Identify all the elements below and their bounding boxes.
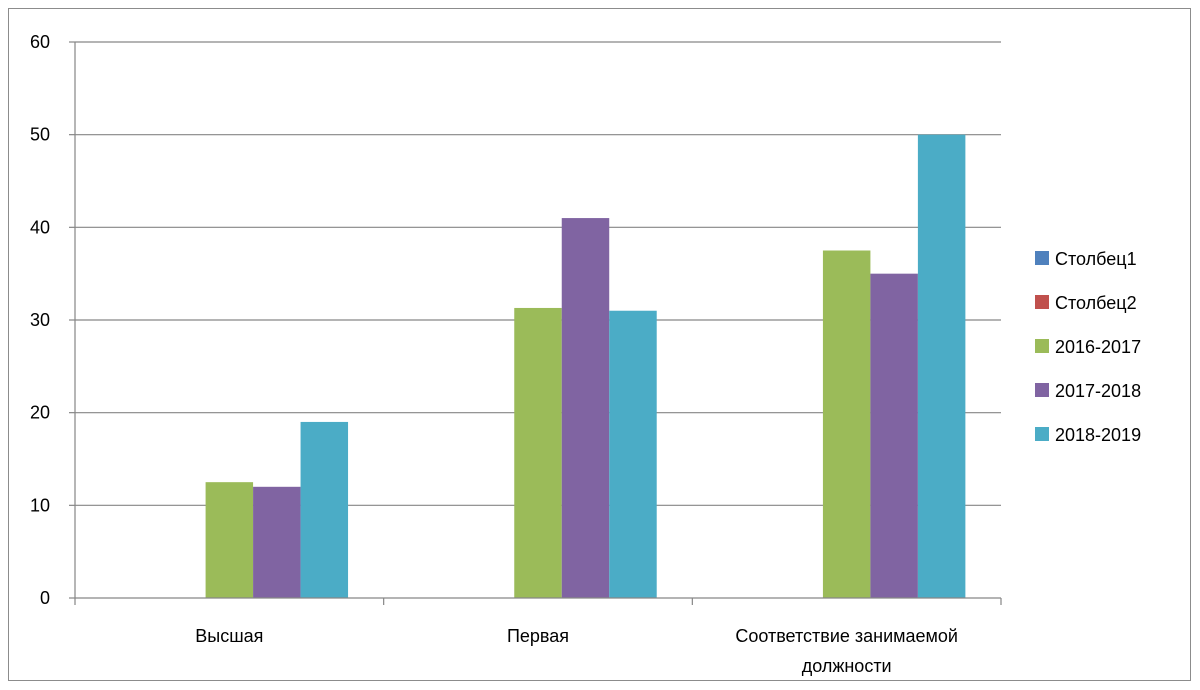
legend-swatch <box>1035 383 1049 397</box>
bars <box>205 134 966 599</box>
legend-swatch <box>1035 295 1049 309</box>
bar-2017-2018-0 <box>253 486 301 598</box>
legend-label: Столбец1 <box>1055 249 1137 269</box>
y-tick-label: 50 <box>30 125 50 145</box>
y-tick-label: 0 <box>40 588 50 608</box>
bar-2016-2017-0 <box>205 482 254 598</box>
chart-frame <box>8 8 1191 681</box>
y-tick-label: 30 <box>30 310 50 330</box>
bar-2018-2019-0 <box>300 421 349 598</box>
y-tick-label: 40 <box>30 217 50 237</box>
bar-2017-2018-2 <box>870 273 918 598</box>
legend: Столбец1 Столбец2 2016-2017 2017-2018 2018-2… <box>1035 249 1141 445</box>
bar-2016-2017-1 <box>514 307 562 598</box>
legend-label: 2016-2017 <box>1055 337 1141 357</box>
y-tick-labels: 0 10 20 30 40 50 60 <box>30 32 50 608</box>
bar-2018-2019-1 <box>609 310 657 598</box>
legend-swatch <box>1035 427 1049 441</box>
legend-swatch <box>1035 339 1049 353</box>
axes <box>69 41 1002 605</box>
legend-label: Столбец2 <box>1055 293 1137 313</box>
legend-label: 2017-2018 <box>1055 381 1141 401</box>
bar-2016-2017-2 <box>822 250 871 598</box>
bar-2017-2018-1 <box>561 218 610 599</box>
x-category-labels: Высшая Первая Соответствие занимаемой должн… <box>195 626 958 676</box>
legend-label: 2018-2019 <box>1055 425 1141 445</box>
y-tick-label: 60 <box>30 32 50 52</box>
bar-2018-2019-2 <box>917 134 966 598</box>
legend-swatch <box>1035 251 1049 265</box>
x-category-label: Соответствие занимаемой <box>735 626 958 646</box>
x-category-label: должности <box>802 656 892 676</box>
x-category-label: Высшая <box>195 626 263 646</box>
y-tick-label: 10 <box>30 495 50 515</box>
y-tick-label: 20 <box>30 403 50 423</box>
x-category-label: Первая <box>507 626 569 646</box>
